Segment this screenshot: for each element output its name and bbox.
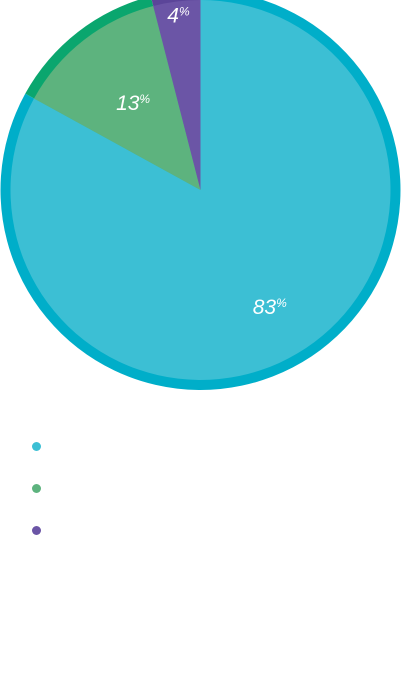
legend-swatch (32, 442, 41, 451)
legend-item (32, 482, 53, 524)
chart-legend (32, 440, 53, 566)
slice-value-label: 13% (116, 92, 150, 115)
slice-value-label: 4% (167, 4, 190, 27)
legend-item (32, 524, 53, 566)
slice-value-label: 83% (253, 296, 287, 319)
pie-slice (34, 5, 201, 191)
legend-swatch (32, 526, 41, 535)
pie-chart: 83% 13% 4% (0, 0, 401, 390)
legend-swatch (32, 484, 41, 493)
pie-slice (10, 0, 391, 380)
legend-item (32, 440, 53, 482)
pie-slice (153, 0, 201, 190)
